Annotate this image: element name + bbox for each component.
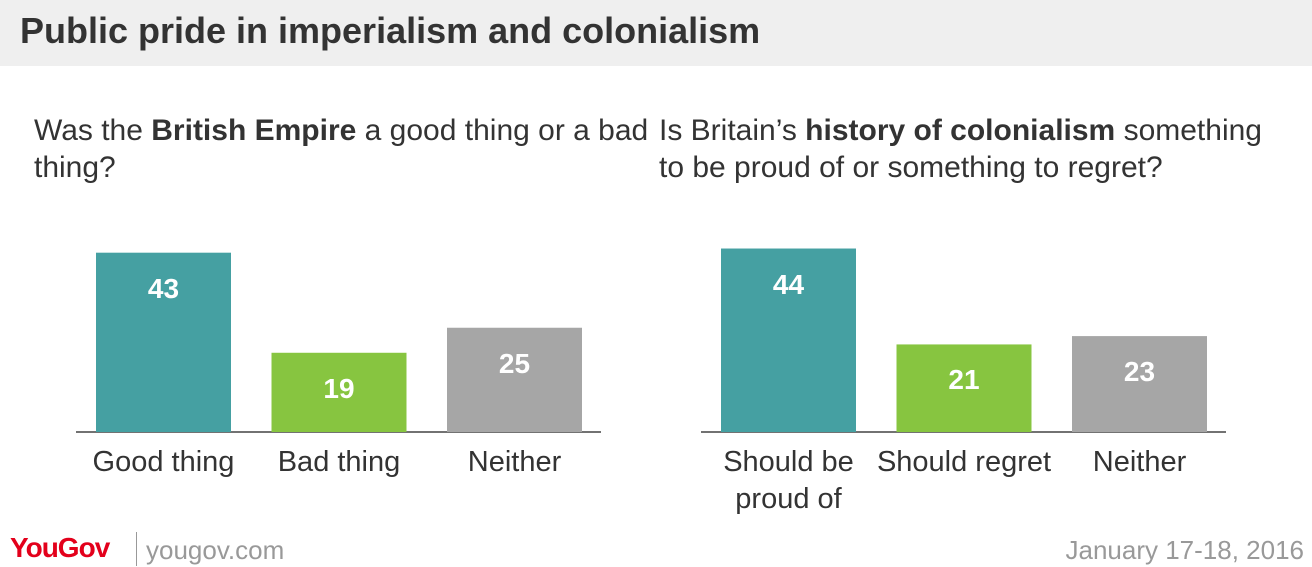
subtitle-part: a good thing or a bad thing? [34,114,649,184]
category-label: Good thing [92,446,235,478]
subtitle-part: British Empire [151,114,357,147]
category-label: Neither [1092,446,1187,478]
bar [896,344,1032,432]
subtitle: Is Britain’s history of colonialism some… [659,112,1279,186]
bar [447,327,582,432]
subtitle-part: history of colonialism [805,114,1116,147]
title-bar [0,0,1312,66]
value-label: 23 [1123,356,1156,388]
brand-logo: YouGov [10,532,110,563]
value-label: 25 [498,347,531,379]
value-label: 21 [948,364,980,396]
value-label: 44 [772,268,805,300]
value-label: 43 [147,272,180,304]
subtitle-part: Is Britain’s [659,114,806,147]
separator [136,532,137,566]
category-label: Should be proud of [723,446,854,515]
bar [721,248,856,432]
category-label: Neither [467,446,562,478]
value-label: 19 [323,372,355,404]
date: January 17-18, 2016 [1065,535,1304,565]
bar [271,352,407,432]
category-label: Bad thing [277,446,401,478]
subtitle-part: something to be proud of or something to… [659,114,1262,184]
bar [96,252,231,432]
subtitle-part: Was the [34,114,152,147]
site-url: yougov.com [146,535,285,565]
subtitle: Was the British Empire a good thing or a… [34,112,654,186]
category-label: Should regret [876,446,1052,478]
bar [1072,336,1207,432]
page-title: Public pride in imperialism and colonial… [20,10,761,51]
